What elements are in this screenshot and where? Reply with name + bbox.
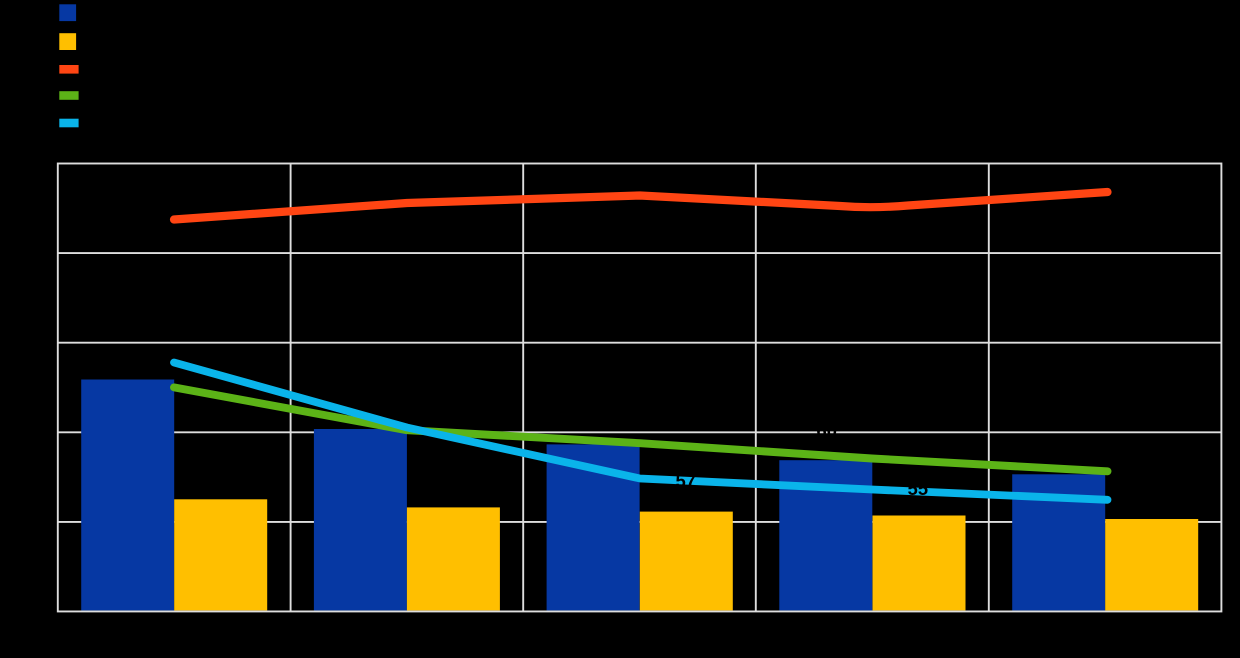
svg-text:Quote B: Quote B xyxy=(84,115,143,132)
svg-text:Umsatz B: Umsatz B xyxy=(84,34,153,51)
svg-text:Index: Index xyxy=(84,61,123,78)
svg-text:Umsatz A: Umsatz A xyxy=(84,5,153,22)
svg-text:Quote A: Quote A xyxy=(84,88,142,105)
